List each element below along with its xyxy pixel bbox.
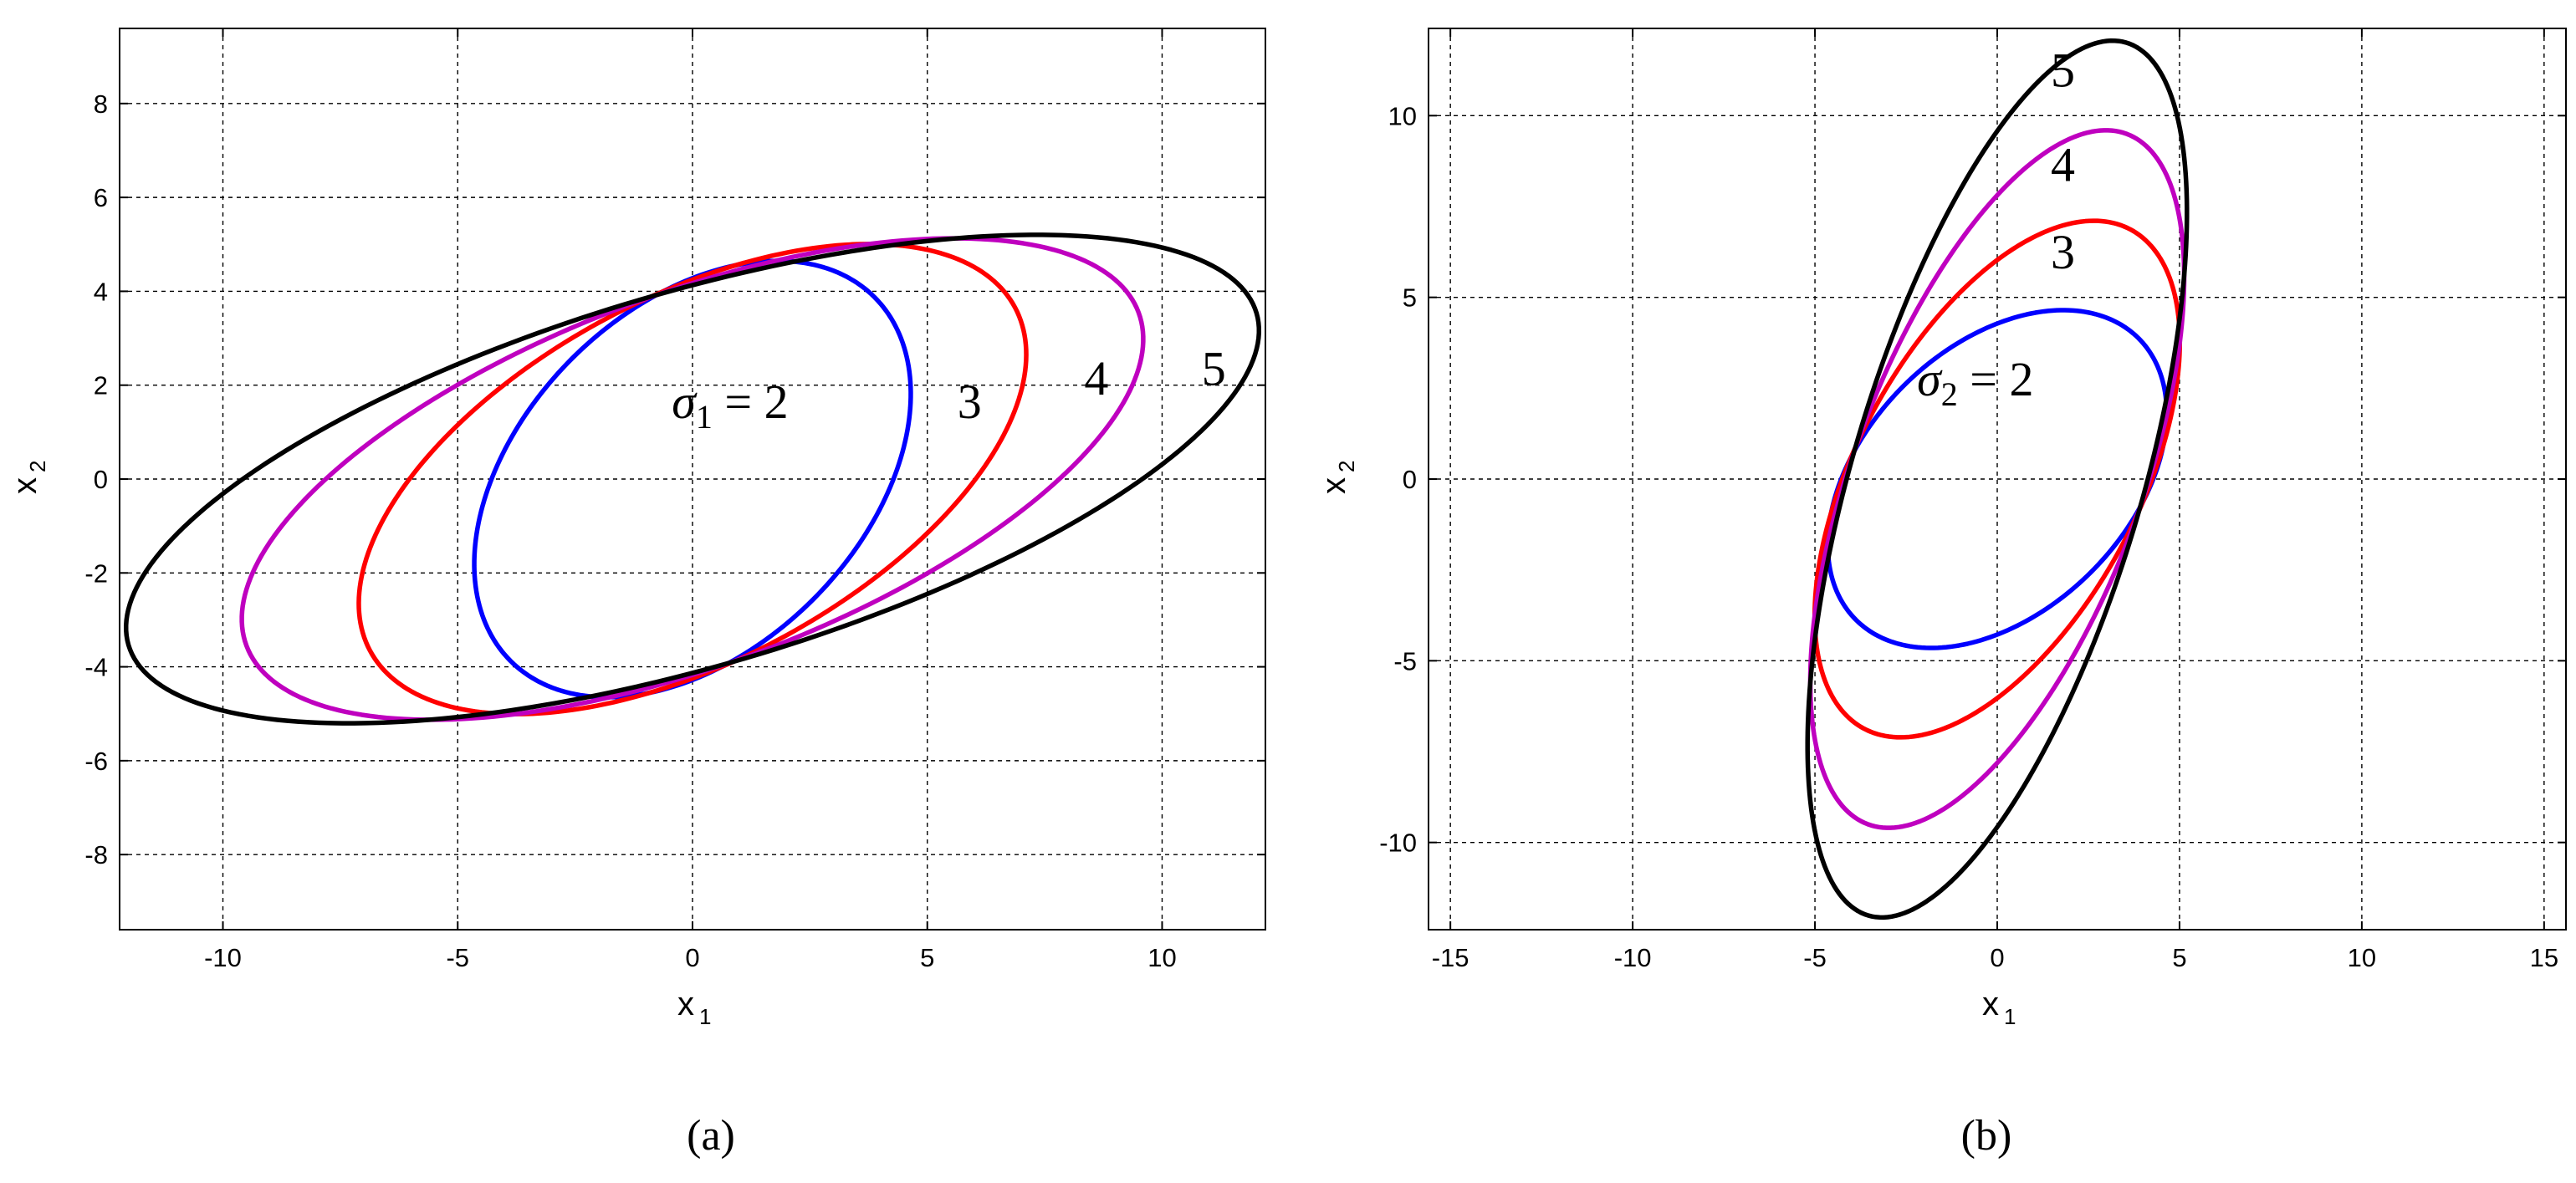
chart-b-xtick-label: 5 <box>2172 943 2186 972</box>
chart-a-xlabel-subscript: 1 <box>699 1004 711 1029</box>
chart-a-ylabel-subscript: 2 <box>25 461 50 472</box>
chart-a-curve-label-4: 4 <box>1084 351 1108 405</box>
chart-a-ytick-label: 8 <box>94 89 108 119</box>
chart-b-sigma-annotation: σ2 = 2 <box>1917 352 2033 413</box>
chart-b-ylabel-group: x2 <box>1316 461 1359 494</box>
chart-b-ylabel: x <box>1316 477 1352 494</box>
chart-a-ytick-label: -4 <box>84 653 108 682</box>
chart-b-ytick-label: 5 <box>1403 283 1417 313</box>
chart-a-xtick-label: -10 <box>204 943 242 972</box>
chart-b-ytick-label: -10 <box>1379 829 1417 858</box>
chart-a-curve-label-3: 3 <box>958 375 982 429</box>
chart-b-ytick-label: 10 <box>1388 101 1417 130</box>
chart-b-xtick-label: -10 <box>1614 943 1652 972</box>
chart-b-curve-sigma-5 <box>1805 38 2190 920</box>
chart-b-ytick-label: -5 <box>1393 646 1417 676</box>
chart-b-xtick-label: 15 <box>2530 943 2558 972</box>
chart-a-ylabel-group: x2 <box>7 461 50 494</box>
chart-a-xtick-label: 10 <box>1147 943 1176 972</box>
chart-a-curve-sigma-3 <box>356 242 1029 716</box>
chart-a-ytick-label: -8 <box>84 840 108 869</box>
chart-b-curve-label-4: 4 <box>2051 138 2075 192</box>
chart-b-xlabel: x <box>1982 986 1999 1022</box>
chart-a-curve-label-5: 5 <box>1202 342 1226 396</box>
chart-a-xlabel: x <box>677 986 694 1022</box>
chart-a-ytick-label: 4 <box>94 277 108 306</box>
chart-b-ylabel-subscript: 2 <box>1334 461 1359 472</box>
chart-a-curve-sigma-4 <box>239 236 1146 722</box>
chart-a-ytick-label: 2 <box>94 371 108 400</box>
chart-a-xtick-label: 0 <box>685 943 699 972</box>
chart-b-curve-label-3: 3 <box>2051 225 2075 279</box>
chart-a-xtick-label: 5 <box>920 943 934 972</box>
chart-a-xtick-label: -5 <box>446 943 469 972</box>
chart-b-xtick-label: 10 <box>2348 943 2376 972</box>
chart-a-curve-sigma-5 <box>123 232 1262 726</box>
chart-b-panel-label: (b) <box>1961 1112 2012 1160</box>
chart-a-panel-label: (a) <box>687 1112 735 1160</box>
chart-b-curve-sigma-3 <box>1812 218 2183 740</box>
chart-b-xlabel-subscript: 1 <box>2004 1004 2016 1029</box>
chart-b-curve-label-5: 5 <box>2051 43 2075 98</box>
chart-b-ytick-label: 0 <box>1403 465 1417 494</box>
chart-b-xtick-label: -5 <box>1803 943 1827 972</box>
chart-a-ylabel: x <box>7 477 43 494</box>
chart-a-sigma-annotation: σ1 = 2 <box>672 375 788 436</box>
chart-b-xtick-label: 0 <box>1990 943 2004 972</box>
chart-b-curve-sigma-4 <box>1807 128 2187 830</box>
chart-b-xtick-label: -15 <box>1432 943 1469 972</box>
chart-a-ytick-label: 0 <box>94 465 108 494</box>
chart-a-ytick-label: -2 <box>84 558 108 588</box>
chart-a-ytick-label: -6 <box>84 747 108 776</box>
chart-a-ytick-label: 6 <box>94 183 108 212</box>
